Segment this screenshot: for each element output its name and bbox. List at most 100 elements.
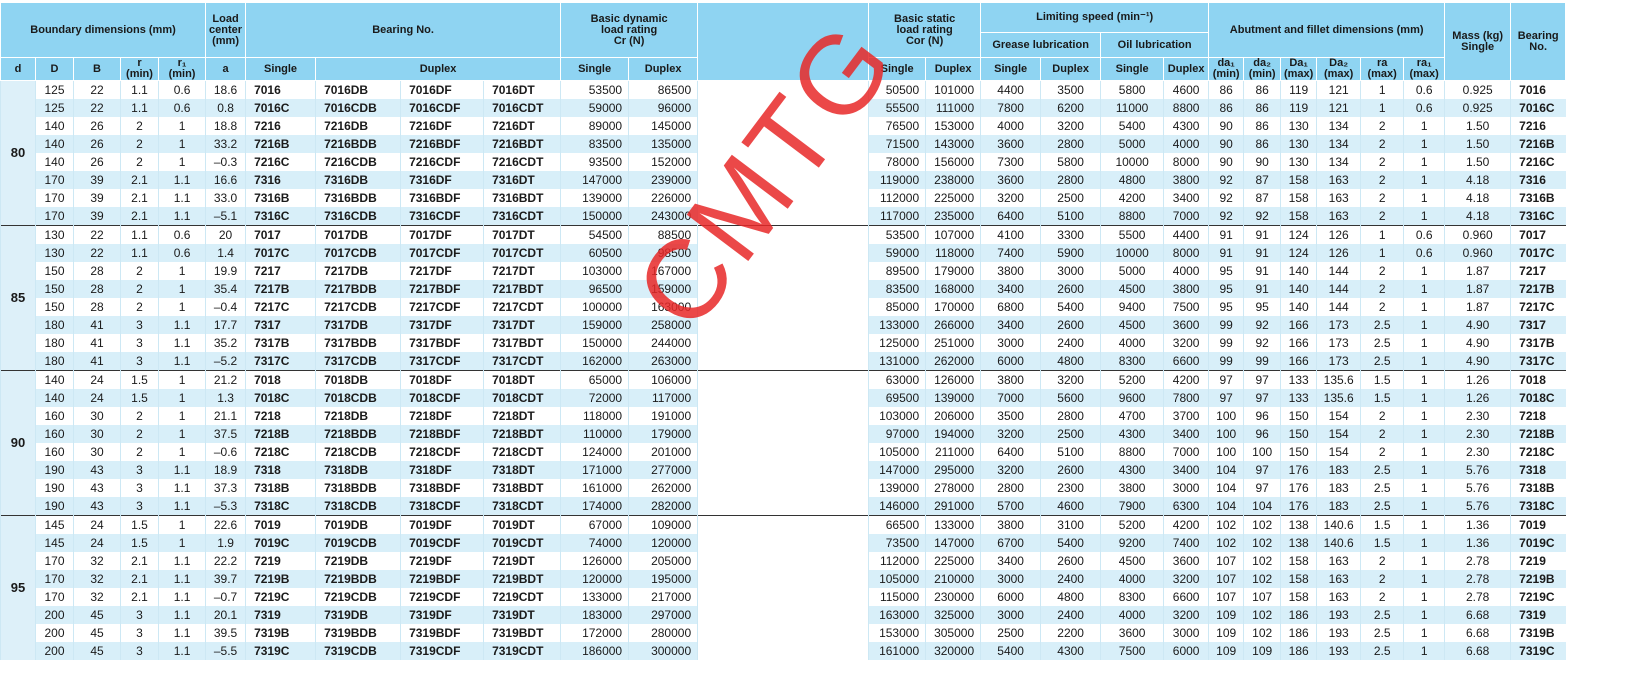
table-cell: 99 [1243, 352, 1281, 371]
table-row: 200 45 3 1.1 –5.5 7319C 7319CDB 7319CDF 7319CDT 1… [1, 642, 1566, 660]
table-cell: 7216 [1510, 117, 1566, 135]
table-cell: 144 [1316, 262, 1361, 280]
table-cell: 3200 [1163, 606, 1209, 624]
table-cell: 130 [1280, 117, 1317, 135]
table-cell: 163000 [628, 298, 698, 316]
table-cell: 1.1 [157, 606, 206, 624]
table-cell: 7217DB [315, 262, 401, 280]
table-cell: 7216DT [483, 117, 561, 135]
table-cell: 2.5 [1360, 606, 1404, 624]
table-cell: 3400 [980, 316, 1041, 334]
table-cell: 7318DT [483, 461, 561, 479]
table-cell: 2600 [1040, 552, 1101, 570]
spacer-cell [697, 298, 869, 316]
table-cell: 5000 [1100, 135, 1164, 153]
table-cell: 5400 [980, 642, 1041, 660]
table-cell: 87 [1243, 171, 1281, 189]
table-cell: 4800 [1100, 171, 1164, 189]
table-cell: 3400 [1163, 189, 1209, 207]
table-cell: 126 [1316, 225, 1361, 244]
table-cell: 97 [1243, 370, 1281, 389]
table-cell: 96500 [560, 280, 629, 298]
table-cell: 107 [1208, 588, 1244, 606]
table-cell: 2.1 [120, 570, 159, 588]
table-cell: 135.6 [1316, 389, 1361, 407]
table-cell: 110000 [560, 425, 629, 443]
table-cell: 2.78 [1444, 552, 1511, 570]
table-cell: 97 [1243, 389, 1281, 407]
table-cell: 7219BDT [483, 570, 561, 588]
table-cell: 7318 [1510, 461, 1566, 479]
table-cell: 1.1 [157, 497, 206, 516]
table-cell: 102 [1243, 570, 1281, 588]
table-cell: 200 [35, 624, 74, 642]
table-cell: 210000 [925, 570, 981, 588]
table-cell: 7017CDT [483, 244, 561, 262]
table-cell: 163 [1316, 171, 1361, 189]
table-cell: 18.8 [205, 117, 246, 135]
table-cell: 201000 [628, 443, 698, 461]
table-cell: 107 [1208, 570, 1244, 588]
table-cell: 83500 [560, 135, 629, 153]
table-cell: 41 [73, 334, 121, 352]
table-row: 150 28 2 1 19.9 7217 7217DB 7217DF 7217DT 103000 1… [1, 262, 1566, 280]
table-cell: 140.6 [1316, 534, 1361, 552]
table-cell: 7217DT [483, 262, 561, 280]
table-cell: 2600 [1040, 280, 1101, 298]
table-cell: 7218BDB [315, 425, 401, 443]
table-cell: 7218DT [483, 407, 561, 425]
table-cell: 1 [1403, 389, 1445, 407]
table-cell: 95 [1208, 298, 1244, 316]
spacer-cell [697, 153, 869, 171]
table-cell: 53500 [560, 80, 629, 99]
table-cell: 92 [1243, 316, 1281, 334]
table-cell: 7316DB [315, 171, 401, 189]
table-cell: 7216C [1510, 153, 1566, 171]
table-cell: 28 [73, 262, 121, 280]
table-cell: 160 [35, 425, 74, 443]
table-cell: 28 [73, 298, 121, 316]
table-cell: 119 [1280, 99, 1317, 117]
table-cell: 133 [1280, 370, 1317, 389]
table-cell: 5400 [1040, 534, 1101, 552]
table-cell: 0.960 [1444, 225, 1511, 244]
table-cell: 158 [1280, 588, 1317, 606]
table-cell: 282000 [628, 497, 698, 516]
table-cell: 109000 [628, 515, 698, 534]
table-cell: 96 [1243, 425, 1281, 443]
table-header: Boundary dimensions (mm) Load center (mm… [0, 2, 1567, 81]
header-cell: a [205, 57, 247, 81]
table-cell: 183 [1316, 461, 1361, 479]
table-cell: 7317DT [483, 316, 561, 334]
table-cell: 7319BDB [315, 624, 401, 642]
table-cell: 3200 [1040, 117, 1101, 135]
header-cell: Single [245, 57, 317, 81]
table-cell: 7319BDT [483, 624, 561, 642]
header-cell: Single [1100, 57, 1165, 81]
spacer-cell [697, 443, 869, 461]
table-cell: 4000 [1163, 262, 1209, 280]
table-cell: 1.1 [157, 316, 206, 334]
table-cell: 118000 [560, 407, 629, 425]
table-cell: 7216B [1510, 135, 1566, 153]
table-cell: 1.5 [120, 534, 159, 552]
spacer-cell [697, 552, 869, 570]
table-cell: 1 [1403, 552, 1445, 570]
table-cell: 10000 [1100, 153, 1164, 171]
table-cell: 1.50 [1444, 117, 1511, 135]
table-cell: 7218B [245, 425, 316, 443]
table-cell: 158 [1280, 189, 1317, 207]
table-cell: 5800 [1100, 80, 1164, 99]
table-cell: 2500 [1040, 189, 1101, 207]
table-cell: 7019DB [315, 515, 401, 534]
table-cell: 7016 [245, 80, 316, 99]
table-cell: 7016CDT [483, 99, 561, 117]
table-cell: 7217B [1510, 280, 1566, 298]
table-cell: 7318DB [315, 461, 401, 479]
table-cell: 118000 [925, 244, 981, 262]
table-cell: 140 [1280, 298, 1317, 316]
header-cell: r₁ (min) [157, 57, 207, 81]
table-cell: 24 [73, 515, 121, 534]
table-cell: 1 [1403, 334, 1445, 352]
table-cell: 7217CDB [315, 298, 401, 316]
